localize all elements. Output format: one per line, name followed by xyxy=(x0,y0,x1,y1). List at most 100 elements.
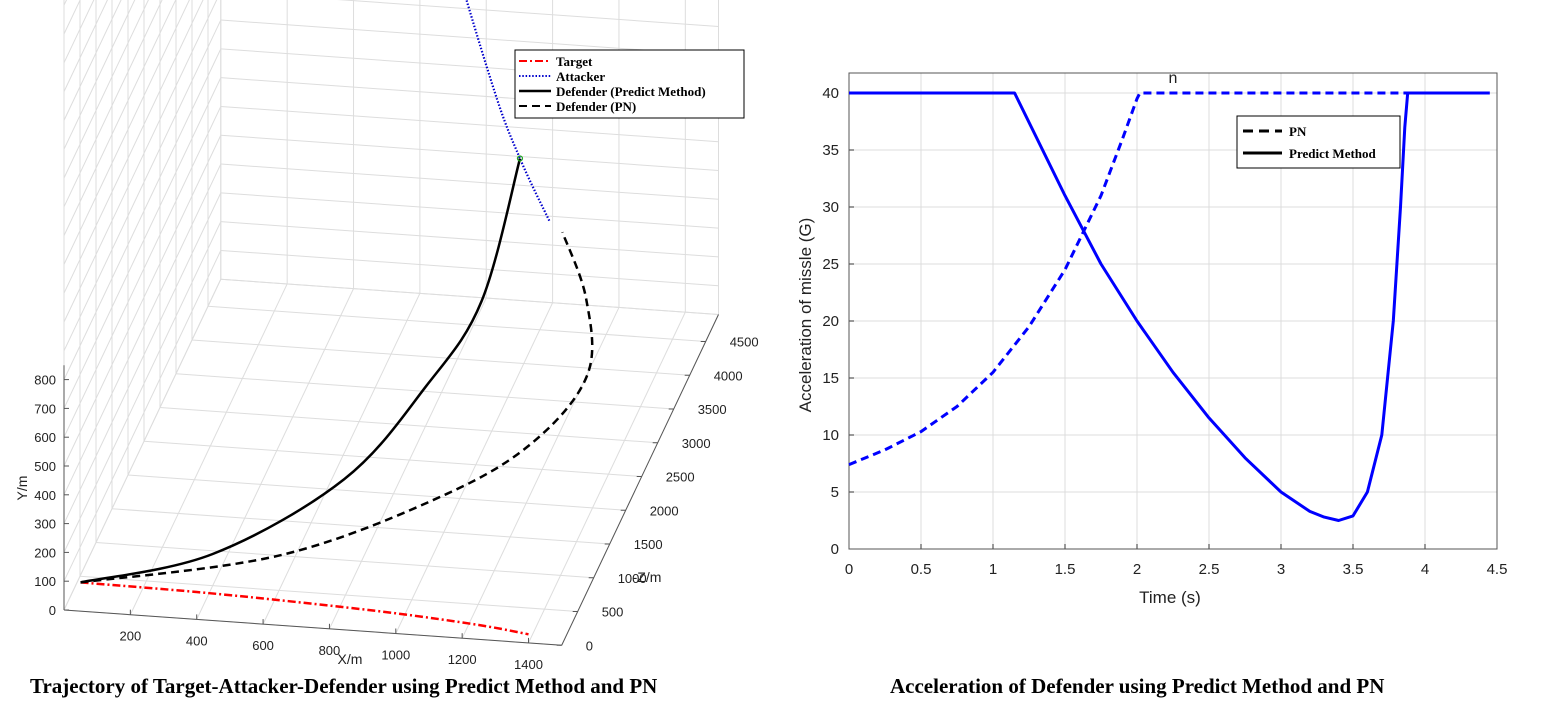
grid-line xyxy=(262,293,421,625)
y-tick-label: 600 xyxy=(34,430,56,445)
series-line-target xyxy=(80,581,529,636)
x-tick-label: 400 xyxy=(186,633,208,648)
grid-line xyxy=(220,105,719,143)
x-tick-label: 2.5 xyxy=(1199,561,1220,578)
grid-line xyxy=(63,163,222,496)
z-tick-label: 500 xyxy=(602,605,624,620)
y-tick-label: 700 xyxy=(34,401,56,416)
plot-frame xyxy=(848,72,1498,550)
grid-line xyxy=(129,283,288,615)
grid-line xyxy=(63,0,204,294)
acceleration-caption: Acceleration of Defender using Predict M… xyxy=(890,674,1385,698)
grid-line xyxy=(111,508,610,545)
x-axis-label: Time (s) xyxy=(1139,588,1201,607)
y-tick-label: 20 xyxy=(822,313,839,330)
grid-line xyxy=(63,0,95,64)
grid-line xyxy=(143,440,642,477)
y-tick-label: 25 xyxy=(822,256,839,273)
y-tick-label: 0 xyxy=(831,541,839,558)
grid-line xyxy=(63,279,222,611)
z-tick-label: 4000 xyxy=(714,368,743,383)
legend-label: Defender (PN) xyxy=(556,99,636,114)
y-axis-label: Acceleration of missle (G) xyxy=(796,218,815,413)
grid-line xyxy=(220,163,719,200)
y-tick-label: 500 xyxy=(34,459,56,474)
trajectory-3d-chart: 200 400 600 800 1000 1200 1400 0 100 200 300 400 500… xyxy=(14,0,759,672)
grid-line xyxy=(220,221,719,258)
series-line-predict-method xyxy=(849,91,1490,522)
x-tick-label: 0.5 xyxy=(911,561,932,578)
x-tick-label: 4.5 xyxy=(1487,561,1508,578)
y-tick-label: 800 xyxy=(34,373,56,388)
y-tick-label: 40 xyxy=(822,85,839,102)
grid-line xyxy=(63,0,149,179)
y-axis-label: Y/m xyxy=(14,476,30,501)
series-line-defender-predict-method- xyxy=(80,158,522,584)
x-tick-label: 2 xyxy=(1133,561,1141,578)
legend-label: PN xyxy=(1289,124,1307,139)
y-tick-label: 15 xyxy=(822,370,839,387)
grid-line xyxy=(175,373,674,410)
z-axis-line xyxy=(561,314,719,646)
x-tick-label: 1400 xyxy=(514,657,543,672)
x-tick-label: 3 xyxy=(1277,561,1285,578)
x-tick-label: 1000 xyxy=(381,648,410,663)
grid-line xyxy=(63,250,222,582)
z-tick-label: 2500 xyxy=(666,470,695,485)
legend-label: Defender (Predict Method) xyxy=(556,84,706,99)
acceleration-chart: 0 0.5 1 1.5 2 2.5 3 3.5 4 4.5 0 5 10 15 20 25 30 35 40 n Tim… xyxy=(796,70,1507,607)
grid-line xyxy=(63,0,163,208)
grid-line xyxy=(63,77,222,409)
grid-line xyxy=(328,297,487,630)
z-tick-label: 1000 xyxy=(618,571,647,586)
grid-line xyxy=(220,134,719,171)
grid-line xyxy=(63,0,190,265)
x-tick-label: 600 xyxy=(252,638,274,653)
grid-line xyxy=(220,192,719,229)
grid-line xyxy=(63,192,222,524)
legend-box xyxy=(1236,115,1401,169)
x-tick-label: 800 xyxy=(319,643,341,658)
y-tick-label: 5 xyxy=(831,484,839,501)
z-tick-label: 4500 xyxy=(730,335,759,350)
x-tick-label: 1.5 xyxy=(1055,561,1076,578)
z-axis-label: -Z/m xyxy=(633,569,662,585)
grid-line xyxy=(220,19,719,56)
y-tick-label: 400 xyxy=(34,488,56,503)
z-tick-label: 0 xyxy=(586,638,593,653)
series-line-pn xyxy=(848,91,1490,466)
x-tick-label: 200 xyxy=(120,629,142,644)
legend-box xyxy=(514,49,745,119)
z-tick-label: 2000 xyxy=(650,503,679,518)
x-axis-label: X/m xyxy=(338,651,363,667)
y-tick-label: 35 xyxy=(822,142,839,159)
legend-label: Attacker xyxy=(556,69,605,84)
z-tick-label: 1500 xyxy=(634,537,663,552)
grid-line xyxy=(127,474,626,511)
grid-line xyxy=(95,542,594,579)
grid-line xyxy=(63,135,222,467)
grid-line xyxy=(461,307,620,639)
legend-label: Target xyxy=(556,54,593,69)
y-tick-label: 300 xyxy=(34,517,56,532)
grid-line xyxy=(196,288,354,620)
x-axis-line xyxy=(63,609,562,646)
grid-line xyxy=(63,48,222,380)
grid-line xyxy=(63,0,177,236)
z-tick-label: 3500 xyxy=(698,402,727,417)
x-tick-label: 1200 xyxy=(448,652,477,667)
x-tick-label: 1 xyxy=(989,561,997,578)
grid-line xyxy=(191,339,690,376)
grid-line xyxy=(337,0,719,27)
grid-line xyxy=(63,0,81,35)
chart-title: n xyxy=(1169,70,1178,87)
grid-line xyxy=(159,407,658,444)
y-tick-label: 0 xyxy=(49,603,56,618)
y-tick-label: 200 xyxy=(34,545,56,560)
grid-line xyxy=(63,0,136,150)
grid-line xyxy=(63,221,222,553)
grid-line xyxy=(528,311,686,644)
x-tick-label: 4 xyxy=(1421,561,1429,578)
grid-line xyxy=(220,278,719,315)
